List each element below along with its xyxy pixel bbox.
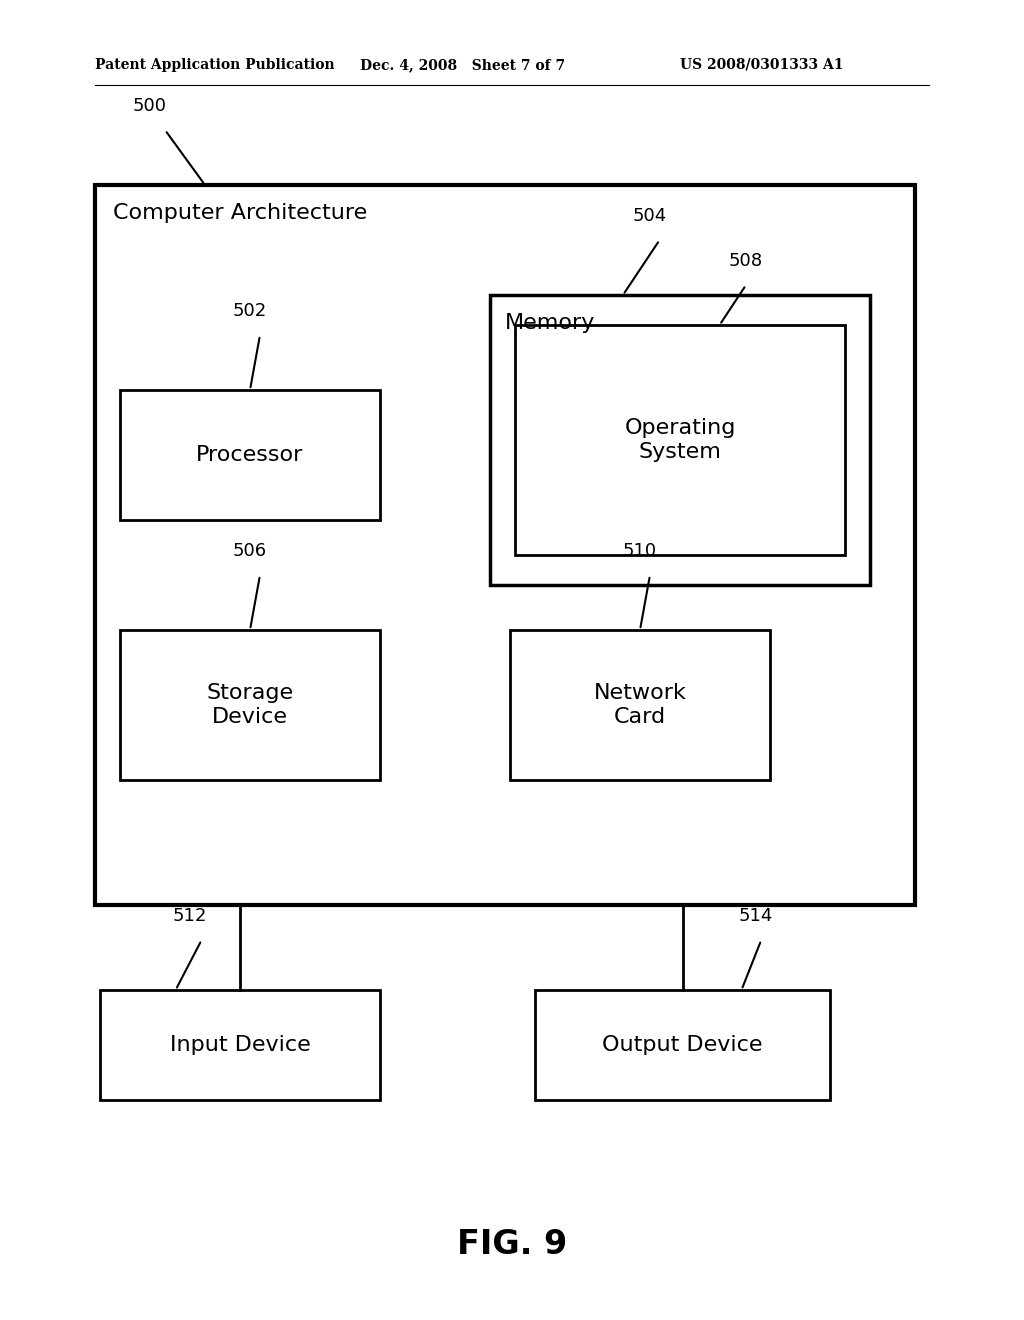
Text: 500: 500	[133, 96, 167, 115]
Text: 510: 510	[623, 543, 657, 560]
Bar	[535, 990, 830, 1100]
Bar	[95, 185, 915, 906]
Text: Operating
System: Operating System	[625, 418, 735, 462]
Bar	[120, 389, 380, 520]
Bar	[510, 630, 770, 780]
Text: Storage
Device: Storage Device	[207, 684, 294, 726]
Text: 502: 502	[232, 302, 267, 319]
Text: 508: 508	[729, 252, 763, 271]
Bar	[120, 630, 380, 780]
Bar	[100, 990, 380, 1100]
Text: 506: 506	[232, 543, 267, 560]
Text: 512: 512	[172, 907, 207, 925]
Text: Memory: Memory	[505, 313, 595, 333]
Text: Input Device: Input Device	[170, 1035, 310, 1055]
Text: Processor: Processor	[197, 445, 304, 465]
Text: 514: 514	[739, 907, 773, 925]
Text: 504: 504	[633, 207, 667, 224]
Text: Output Device: Output Device	[602, 1035, 763, 1055]
Text: Patent Application Publication: Patent Application Publication	[95, 58, 335, 73]
Text: Computer Architecture: Computer Architecture	[113, 203, 368, 223]
Text: Network
Card: Network Card	[594, 684, 686, 726]
Text: US 2008/0301333 A1: US 2008/0301333 A1	[680, 58, 844, 73]
Bar	[515, 325, 845, 554]
Text: Dec. 4, 2008   Sheet 7 of 7: Dec. 4, 2008 Sheet 7 of 7	[360, 58, 565, 73]
Text: FIG. 9: FIG. 9	[457, 1229, 567, 1262]
Bar	[490, 294, 870, 585]
